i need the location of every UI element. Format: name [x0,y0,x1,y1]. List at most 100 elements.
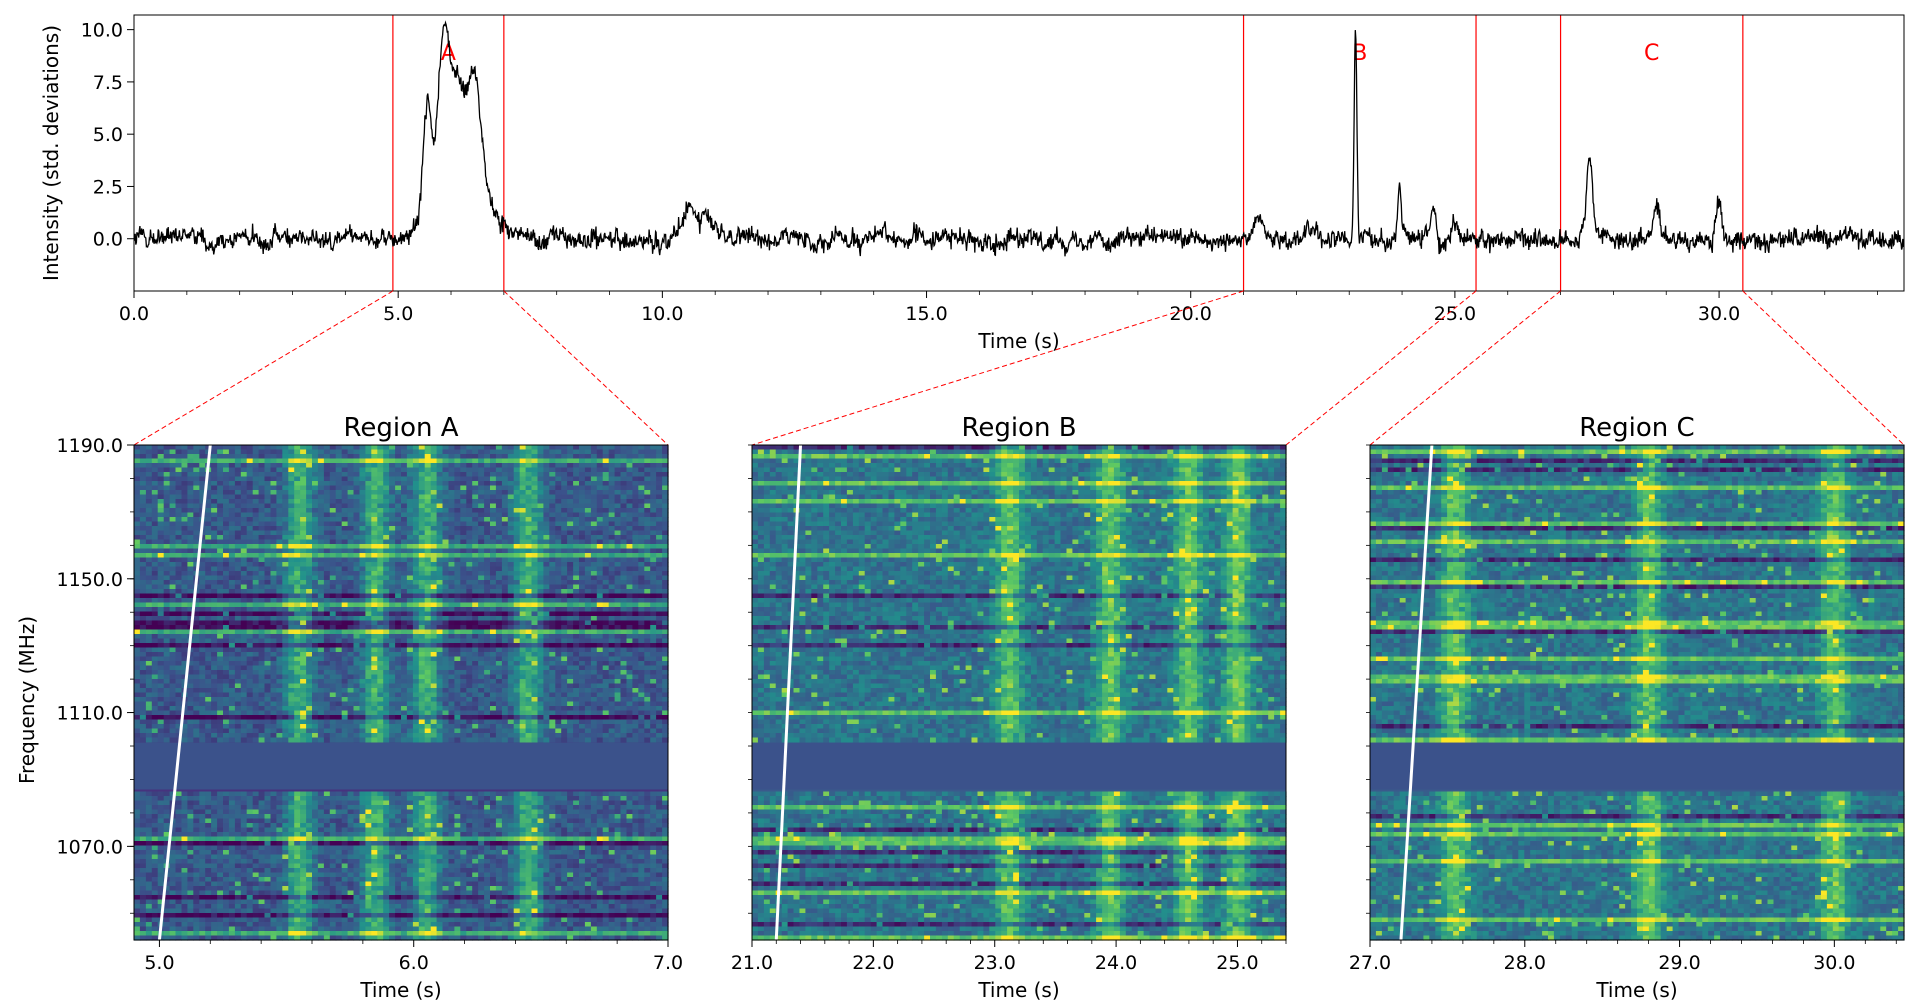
heatmap-cell [187,589,194,594]
heatmap-cell [324,549,331,554]
heatmap-cell [134,652,141,657]
heatmap-cell [632,567,639,572]
heatmap-cell [354,499,361,504]
heatmap-cell [164,580,171,585]
heatmap-cell [431,612,438,617]
heatmap-cell [579,504,586,509]
heatmap-cell [419,670,426,675]
heatmap-cell [276,445,283,450]
heatmap-cell [360,549,367,554]
heatmap-cell [585,463,592,468]
heatmap-cell [371,684,378,689]
heatmap-cell [401,481,408,486]
heatmap-cell [193,504,200,509]
heatmap-cell [176,522,183,527]
heatmap-cell [508,670,515,675]
heatmap-cell [395,540,402,545]
heatmap-cell [431,585,438,590]
heatmap-cell [389,679,396,684]
heatmap-cell [282,589,289,594]
heatmap-cell [271,450,278,455]
heatmap-cell [140,607,147,612]
heatmap-cell [437,499,444,504]
heatmap-cell [383,558,390,563]
heatmap-cell [478,481,485,486]
heatmap-cell [365,679,372,684]
heatmap-cell [585,490,592,495]
heatmap-cell [211,612,218,617]
heatmap-cell [265,504,272,509]
heatmap-cell [146,562,153,567]
heatmap-cell [502,517,509,522]
heatmap-cell [407,571,414,576]
heatmap-cell [371,504,378,509]
heatmap-cell [407,639,414,644]
heatmap-cell [164,535,171,540]
heatmap-cell [561,571,568,576]
heatmap-cell [466,675,473,680]
heatmap-cell [146,535,153,540]
heatmap-cell [472,481,479,486]
heatmap-cell [579,481,586,486]
heatmap-cell [443,643,450,648]
heatmap-cell [223,603,230,608]
heatmap-cell [437,684,444,689]
heatmap-cell [229,499,236,504]
heatmap-cell [413,486,420,491]
heatmap-cell [597,454,604,459]
heatmap-cell [330,463,337,468]
heatmap-cell [288,540,295,545]
heatmap-cell [543,481,550,486]
heatmap-cell [235,463,242,468]
heatmap-cell [294,472,301,477]
heatmap-cell [223,490,230,495]
heatmap-cell [490,675,497,680]
heatmap-cell [484,526,491,531]
heatmap-cell [609,553,616,558]
heatmap-cell [425,576,432,581]
heatmap-cell [223,598,230,603]
heatmap-cell [526,463,533,468]
heatmap-cell [140,666,147,671]
heatmap-cell [502,639,509,644]
heatmap-cell [170,607,177,612]
heatmap-cell [330,544,337,549]
heatmap-cell [579,544,586,549]
heatmap-cell [306,594,313,599]
heatmap-cell [591,517,598,522]
heatmap-cell [632,513,639,518]
heatmap-cell [520,486,527,491]
heatmap-cell [621,607,628,612]
heatmap-cell [365,477,372,482]
heatmap-cell [538,616,545,621]
heatmap-cell [573,562,580,567]
heatmap-cell [561,549,568,554]
heatmap-cell [585,513,592,518]
heatmap-cell [259,454,266,459]
heatmap-cell [609,450,616,455]
heatmap-cell [217,657,224,662]
heatmap-cell [538,670,545,675]
heatmap-cell [615,508,622,513]
heatmap-cell [627,504,634,509]
heatmap-cell [532,679,539,684]
heatmap-cell [211,630,218,635]
heatmap-cell [585,594,592,599]
heatmap-cell [603,531,610,536]
heatmap-cell [360,594,367,599]
heatmap-cell [170,657,177,662]
heatmap-cell [401,544,408,549]
heatmap-cell [454,535,461,540]
heatmap-cell [199,643,206,648]
heatmap-cell [306,477,313,482]
heatmap-cell [193,495,200,500]
heatmap-cell [573,576,580,581]
heatmap-cell [460,499,467,504]
heatmap-cell [217,585,224,590]
heatmap-cell [401,585,408,590]
heatmap-cell [638,607,645,612]
heatmap-cell [508,454,515,459]
heatmap-cell [644,616,651,621]
heatmap-cell [182,607,189,612]
heatmap-cell [276,585,283,590]
